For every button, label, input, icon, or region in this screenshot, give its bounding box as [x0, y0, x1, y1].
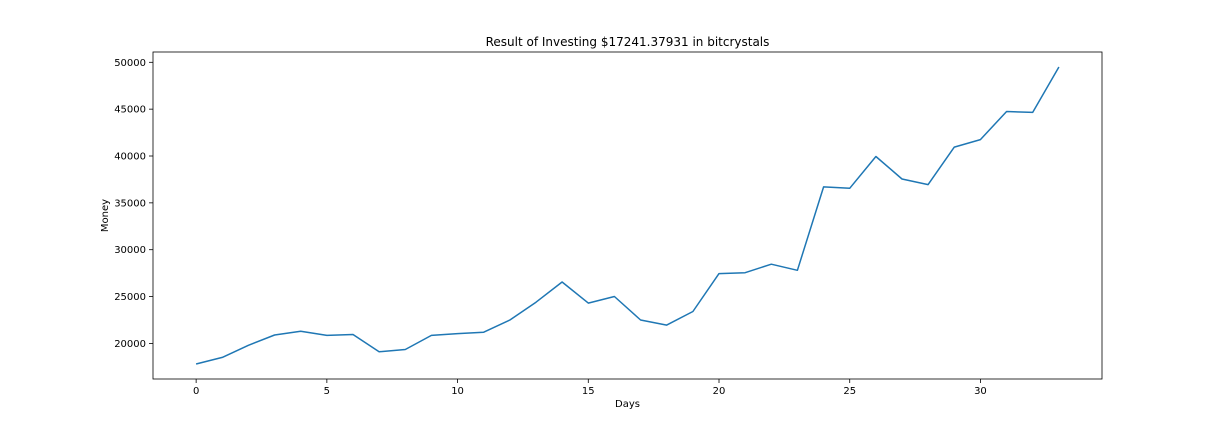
chart-title: Result of Investing $17241.37931 in bitc…: [486, 35, 770, 49]
x-axis: 0 5 10 15 20 25 30: [193, 379, 987, 397]
y-tick-label: 30000: [114, 245, 146, 256]
series-layer: [195, 66, 1060, 365]
x-axis-title: Days: [615, 399, 640, 410]
x-tick-label: 5: [324, 386, 330, 397]
y-axis-title: Money: [100, 199, 111, 232]
x-tick-label: 25: [843, 386, 856, 397]
x-tick-label: 10: [451, 386, 464, 397]
x-tick-label: 0: [193, 386, 199, 397]
series-line-0: [195, 66, 1060, 365]
y-tick-label: 45000: [114, 105, 146, 116]
x-tick-label: 15: [582, 386, 595, 397]
x-tick-label: 30: [974, 386, 987, 397]
x-tick-label: 20: [713, 386, 726, 397]
plot-frame: [152, 51, 1103, 380]
y-tick-label: 50000: [114, 58, 146, 69]
y-tick-label: 20000: [114, 339, 146, 350]
y-axis: 20000 25000 30000 35000 40000 45000 50000: [114, 58, 153, 350]
y-tick-label: 40000: [114, 152, 146, 163]
y-tick-label: 25000: [114, 292, 146, 303]
y-tick-label: 35000: [114, 198, 146, 209]
